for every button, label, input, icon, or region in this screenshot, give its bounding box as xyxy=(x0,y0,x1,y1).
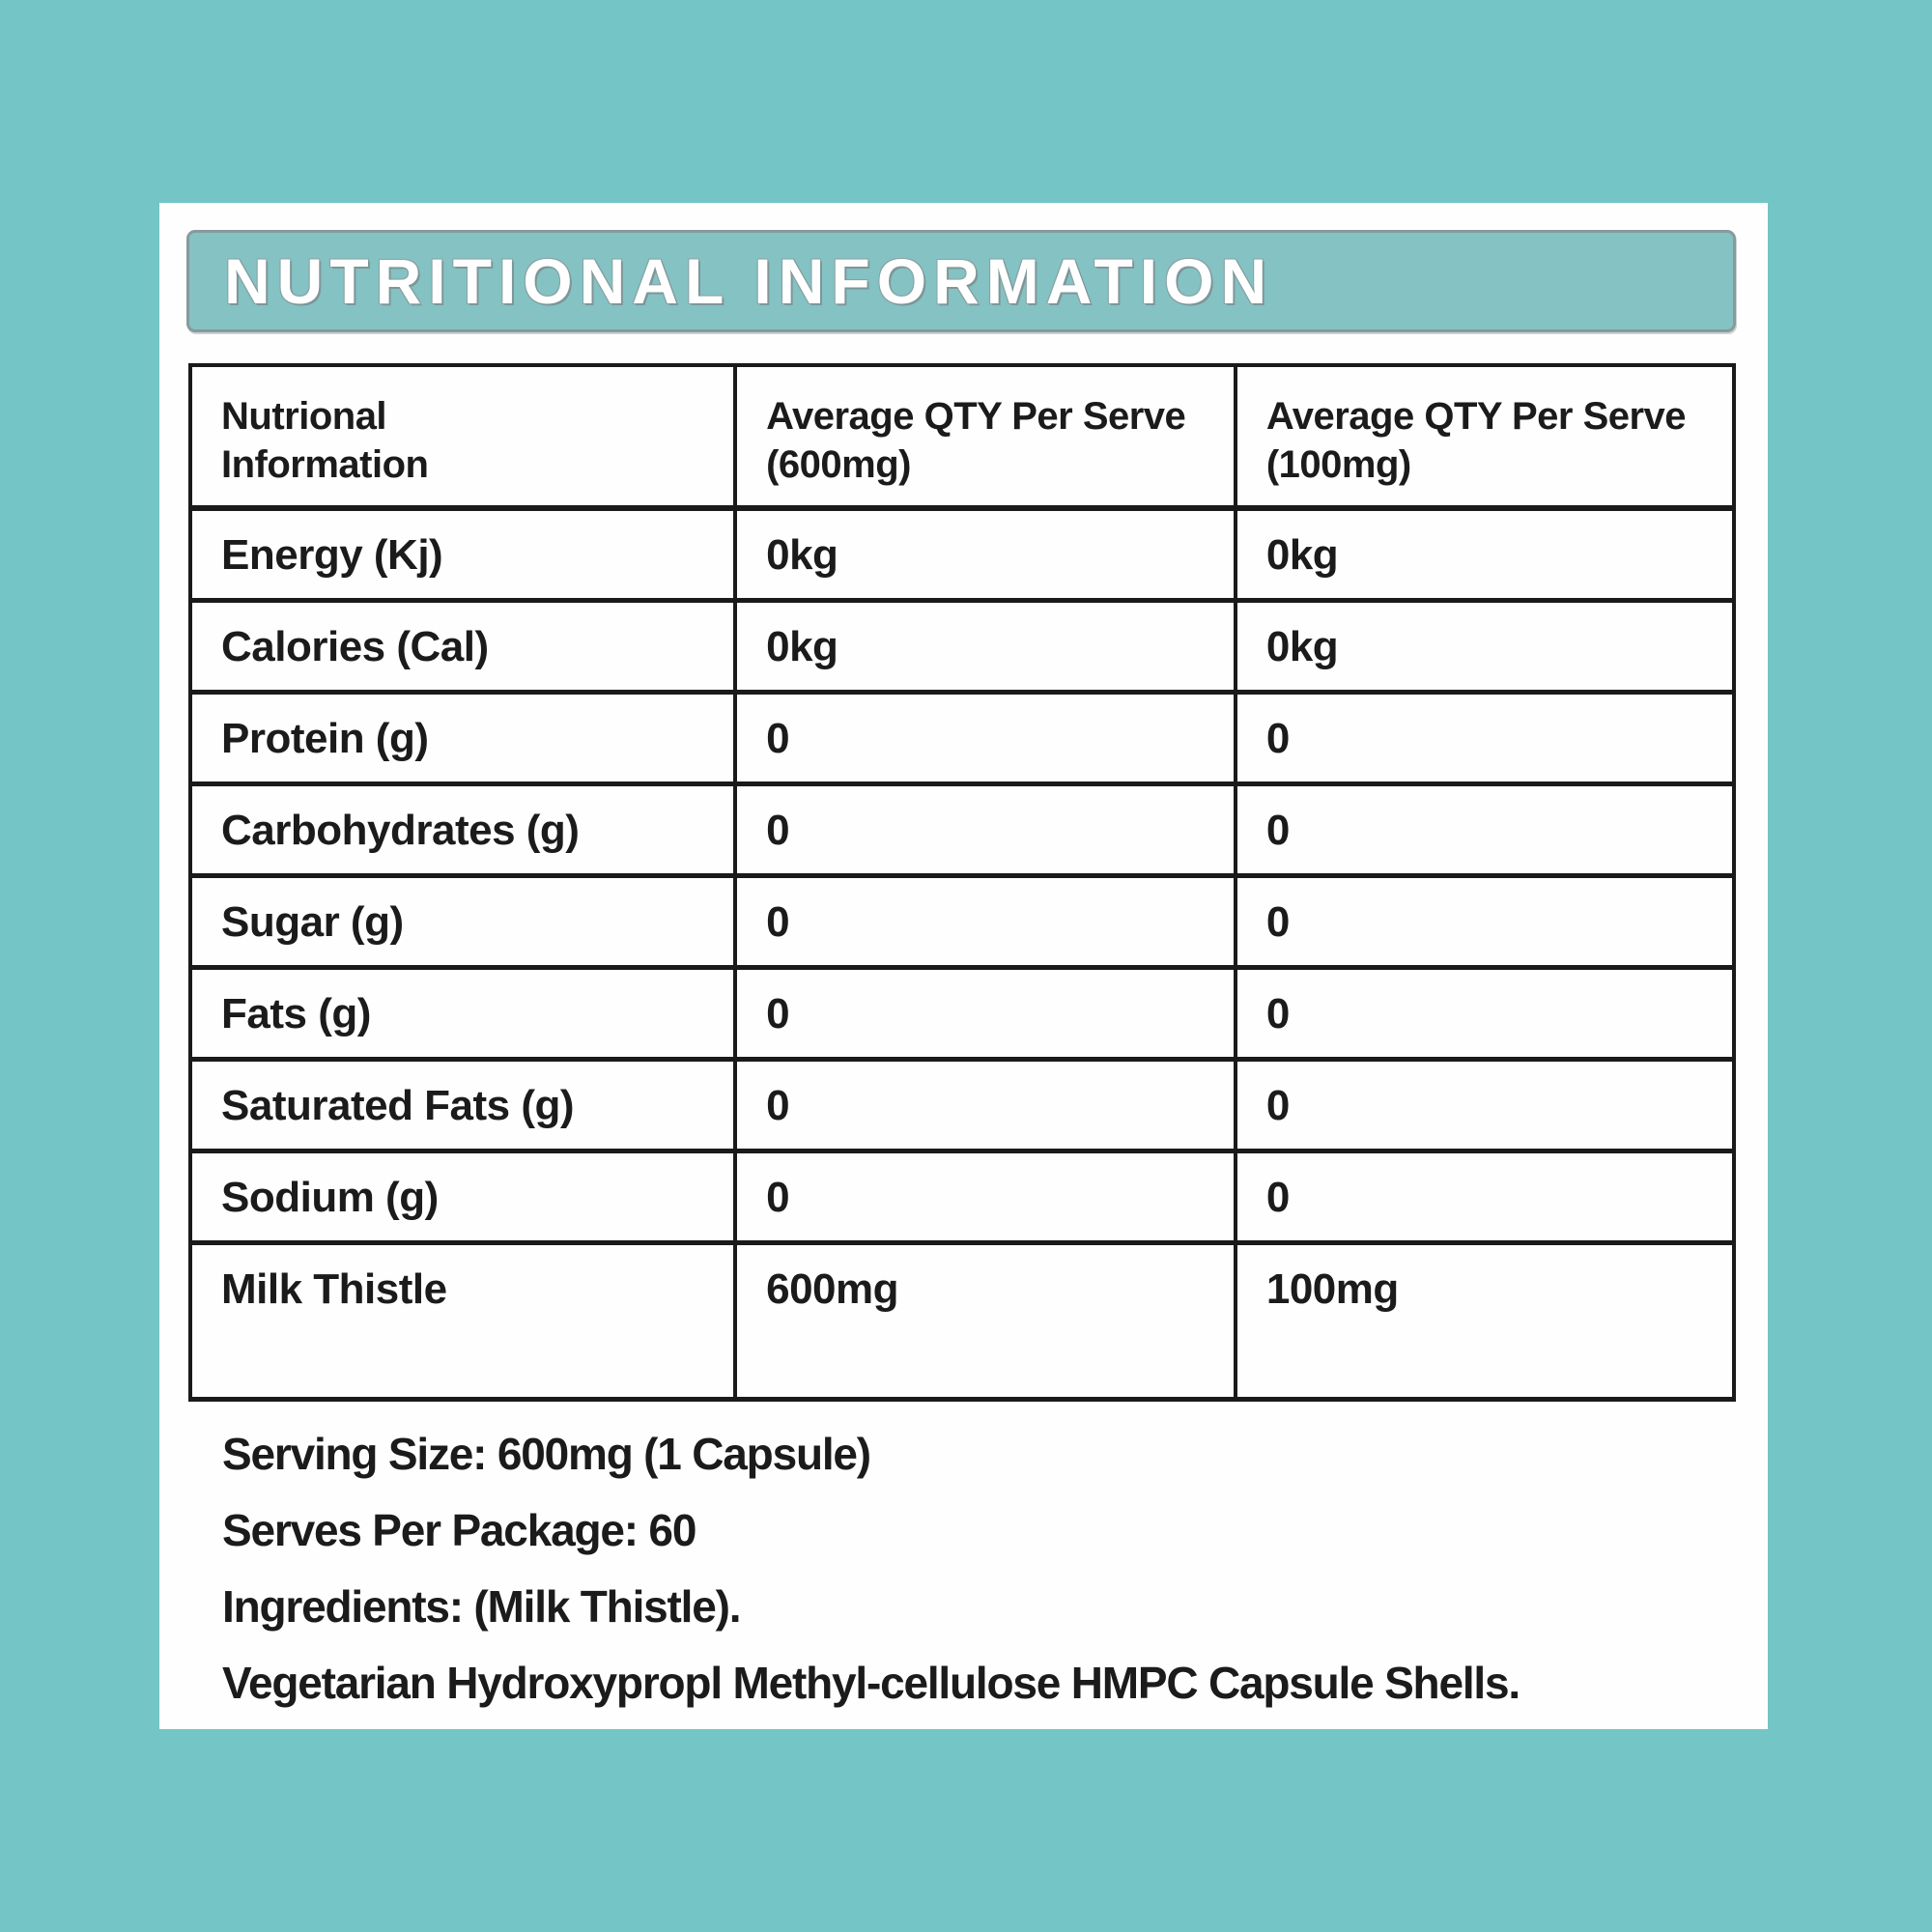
footer-notes: Serving Size: 600mg (1 Capsule) Serves P… xyxy=(222,1432,1729,1737)
label-card: NUTRITIONAL INFORMATION Nutrional Inform… xyxy=(159,203,1768,1729)
table-row-milk-thistle: Milk Thistle 600mg 100mg xyxy=(187,1240,1737,1402)
page-title: NUTRITIONAL INFORMATION xyxy=(224,245,1274,317)
nutrient-label: Sugar (g) xyxy=(187,873,738,970)
column-header-per-serve-100mg: Average QTY Per Serve (100mg) xyxy=(1233,363,1737,511)
nutrient-label: Energy (Kj) xyxy=(187,506,738,603)
nutrient-label: Carbohydrates (g) xyxy=(187,781,738,878)
serving-size-text: Serving Size: 600mg (1 Capsule) xyxy=(222,1429,871,1479)
nutrient-label: Saturated Fats (g) xyxy=(187,1057,738,1153)
table-header-row: Nutrional Information Average QTY Per Se… xyxy=(187,363,1737,511)
value-100mg: 0 xyxy=(1233,873,1737,970)
nutrition-table: Nutrional Information Average QTY Per Se… xyxy=(187,363,1737,1402)
value-100mg: 0kg xyxy=(1233,506,1737,603)
column-header-line: Average QTY Per Serve xyxy=(766,395,1186,438)
column-header-per-serve-600mg: Average QTY Per Serve (600mg) xyxy=(733,363,1237,511)
table-row-sodium: Sodium (g) 0 0 xyxy=(187,1149,1737,1245)
ingredients-text: Ingredients: (Milk Thistle). xyxy=(222,1581,742,1632)
table-row-fats: Fats (g) 0 0 xyxy=(187,965,1737,1062)
value-600mg: 0 xyxy=(733,690,1237,786)
value-600mg: 0kg xyxy=(733,506,1237,603)
column-header-line: (100mg) xyxy=(1265,443,1411,486)
column-header-nutritional-information: Nutrional Information xyxy=(187,363,738,511)
value-600mg: 0 xyxy=(733,965,1237,1062)
value-100mg: 0 xyxy=(1233,1057,1737,1153)
table-row-saturated-fats: Saturated Fats (g) 0 0 xyxy=(187,1057,1737,1153)
value-100mg: 0 xyxy=(1233,1149,1737,1245)
table-row-protein: Protein (g) 0 0 xyxy=(187,690,1737,786)
nutrient-label: Protein (g) xyxy=(187,690,738,786)
column-header-line: Average QTY Per Serve xyxy=(1265,395,1687,438)
table-row-energy: Energy (Kj) 0kg 0kg xyxy=(187,506,1737,603)
value-600mg: 0 xyxy=(733,1149,1237,1245)
serves-per-package-text: Serves Per Package: 60 xyxy=(222,1505,696,1555)
nutrient-label: Fats (g) xyxy=(187,965,738,1062)
value-100mg: 0 xyxy=(1233,965,1737,1062)
capsule-shells-text: Vegetarian Hydroxypropl Methyl-cellulose… xyxy=(222,1658,1520,1708)
value-600mg: 600mg xyxy=(733,1240,1237,1402)
title-banner: NUTRITIONAL INFORMATION xyxy=(186,230,1736,332)
value-100mg: 0kg xyxy=(1233,598,1737,695)
table-row-sugar: Sugar (g) 0 0 xyxy=(187,873,1737,970)
nutrient-label: Sodium (g) xyxy=(187,1149,738,1245)
column-header-line: Information xyxy=(221,443,429,486)
value-600mg: 0 xyxy=(733,1057,1237,1153)
nutrient-label: Milk Thistle xyxy=(187,1240,738,1402)
nutrient-label: Calories (Cal) xyxy=(187,598,738,695)
value-100mg: 0 xyxy=(1233,781,1737,878)
value-600mg: 0 xyxy=(733,781,1237,878)
value-600mg: 0kg xyxy=(733,598,1237,695)
value-100mg: 0 xyxy=(1233,690,1737,786)
table-row-calories: Calories (Cal) 0kg 0kg xyxy=(187,598,1737,695)
column-header-line: (600mg) xyxy=(766,443,911,486)
column-header-line: Nutrional xyxy=(221,395,387,438)
value-600mg: 0 xyxy=(733,873,1237,970)
value-100mg: 100mg xyxy=(1233,1240,1737,1402)
table-row-carbohydrates: Carbohydrates (g) 0 0 xyxy=(187,781,1737,878)
